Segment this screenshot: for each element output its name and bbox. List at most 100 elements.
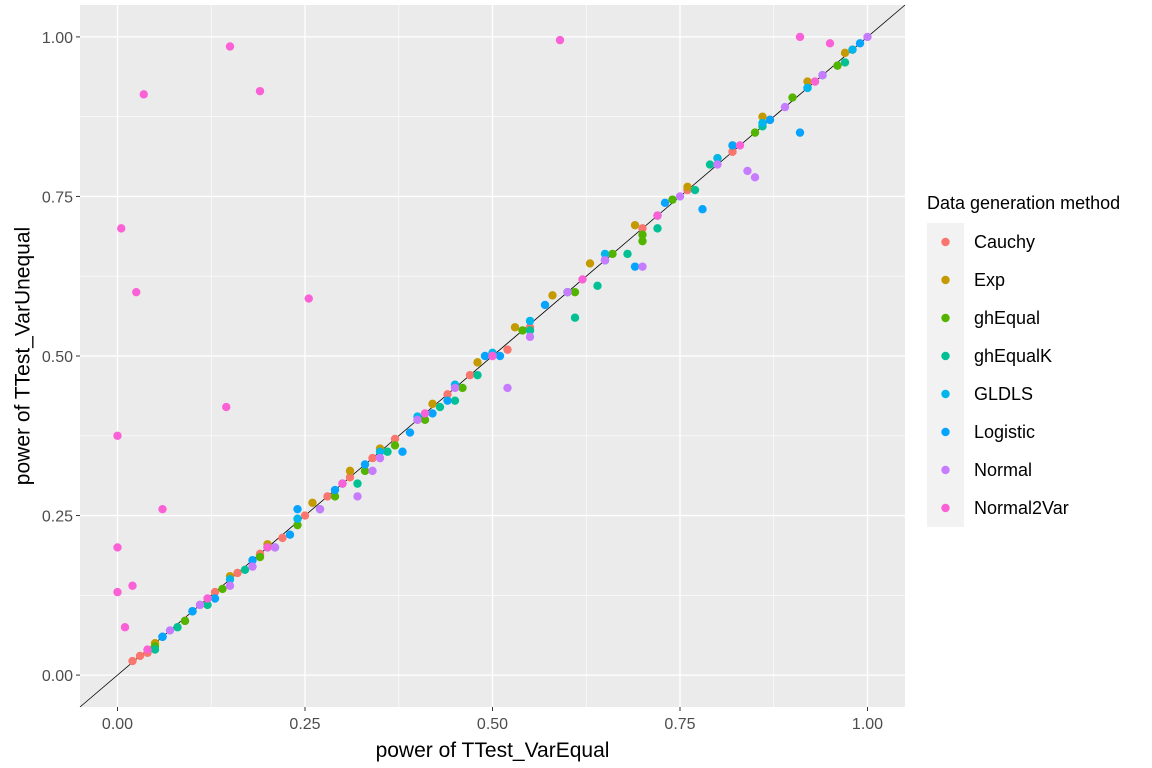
data-point-normal2var — [203, 594, 212, 603]
data-point-exp — [473, 358, 482, 367]
data-point-normal — [780, 102, 790, 112]
data-point-gldls — [225, 575, 235, 584]
data-point-normal2var — [222, 402, 231, 412]
data-point-normal2var — [795, 32, 805, 42]
data-point-ghequal — [293, 520, 302, 530]
data-point-cauchy — [368, 453, 377, 463]
data-point-ghequalk — [690, 185, 700, 195]
data-point-ghequal — [833, 61, 842, 70]
data-point-ghequalk — [173, 623, 182, 632]
legend-label-exp: Exp — [974, 270, 1005, 290]
data-point-ghequal — [458, 383, 467, 393]
data-point-ghequal — [390, 441, 400, 450]
data-point-ghequalk — [353, 479, 362, 488]
data-point-gldls — [803, 83, 812, 93]
data-point-logistic — [660, 198, 670, 208]
data-point-ghequal — [668, 195, 677, 204]
data-point-ghequal — [218, 584, 227, 594]
data-point-normal2var — [139, 90, 148, 99]
data-point-normal — [353, 492, 362, 501]
data-point-normal2var — [810, 77, 820, 86]
data-point-ghequalk — [383, 447, 392, 456]
data-point-ghequal — [330, 492, 340, 501]
y-tick-label: 0.25 — [42, 509, 73, 526]
data-point-normal2var — [113, 543, 122, 552]
data-point-ghequal — [360, 466, 370, 476]
data-point-exp — [585, 259, 595, 268]
data-point-normal2var — [113, 587, 122, 597]
data-point-cauchy — [728, 147, 737, 156]
data-point-cauchy — [503, 345, 512, 354]
y-axis-ticks: 0.00 0.25 0.50 0.75 1.00 — [42, 30, 80, 685]
data-point-ghequal — [518, 326, 527, 335]
data-point-logistic — [795, 128, 805, 137]
data-point-logistic — [443, 396, 452, 405]
data-point-normal2var — [225, 42, 235, 51]
data-point-logistic — [188, 607, 197, 616]
data-point-ghequal — [638, 236, 647, 246]
data-point-normal2var — [488, 351, 497, 361]
data-point-normal2var — [255, 86, 265, 96]
data-point-logistic — [728, 141, 737, 150]
data-point-normal — [713, 160, 722, 169]
data-point-exp — [428, 399, 437, 409]
data-point-ghequal — [255, 552, 265, 562]
legend-label-gldls: GLDLS — [974, 384, 1033, 404]
data-point-ghequalk — [840, 58, 850, 67]
legend-label-cauchy: Cauchy — [974, 232, 1035, 252]
data-point-ghequal — [570, 287, 580, 297]
data-point-exp — [548, 291, 557, 300]
data-point-ghequalk — [240, 565, 250, 574]
data-point-logistic — [330, 485, 340, 495]
legend-key-cauchy — [941, 237, 950, 247]
data-point-gldls — [600, 249, 610, 259]
legend-label-normal2var: Normal2Var — [974, 498, 1069, 518]
data-point-ghequal — [608, 249, 617, 259]
y-tick-label: 0.50 — [42, 349, 73, 366]
data-point-ghequal — [788, 93, 797, 102]
data-point-ghequal — [750, 128, 760, 137]
data-point-cauchy — [465, 370, 475, 380]
data-point-logistic — [630, 262, 640, 271]
data-point-ghequalk — [525, 326, 535, 335]
data-point-normal — [563, 287, 572, 297]
data-point-ghequalk — [150, 645, 160, 654]
data-point-normal2var — [578, 275, 587, 284]
data-point-normal2var — [117, 224, 126, 233]
data-point-ghequalk — [473, 370, 482, 380]
data-point-normal2var — [158, 504, 167, 514]
legend-key-background — [927, 223, 964, 527]
data-point-exp — [803, 77, 812, 86]
data-point-logistic — [698, 205, 707, 214]
data-point-normal — [248, 562, 257, 571]
x-axis-ticks: 0.00 0.25 0.50 0.75 1.00 — [102, 707, 883, 733]
data-point-ghequalk — [593, 281, 602, 290]
data-point-exp — [308, 498, 317, 507]
x-tick-label: 0.00 — [102, 716, 133, 733]
data-point-logistic — [495, 351, 505, 361]
data-point-ghequalk — [450, 396, 460, 405]
data-point-exp — [683, 182, 692, 192]
data-point-cauchy — [323, 492, 332, 501]
data-point-exp — [840, 48, 850, 58]
data-point-ghequalk — [570, 313, 580, 322]
data-points — [113, 32, 872, 666]
data-point-gldls — [293, 514, 302, 523]
data-point-normal — [450, 383, 460, 393]
data-point-logistic — [765, 115, 775, 125]
data-point-logistic — [428, 409, 437, 418]
data-point-cauchy — [300, 511, 310, 520]
legend-label-normal: Normal — [974, 460, 1032, 480]
data-point-logistic — [210, 594, 220, 603]
data-point-gldls — [713, 153, 722, 163]
data-point-ghequalk — [203, 600, 212, 610]
data-point-normal — [165, 626, 175, 635]
data-point-cauchy — [135, 651, 145, 661]
legend-title: Data generation method — [927, 193, 1120, 213]
data-point-normal2var — [555, 35, 565, 45]
x-tick-label: 0.25 — [289, 716, 320, 733]
data-point-normal — [638, 262, 647, 271]
data-point-normal2var — [338, 479, 347, 488]
data-point-exp — [630, 220, 640, 230]
data-point-logistic — [248, 556, 257, 565]
